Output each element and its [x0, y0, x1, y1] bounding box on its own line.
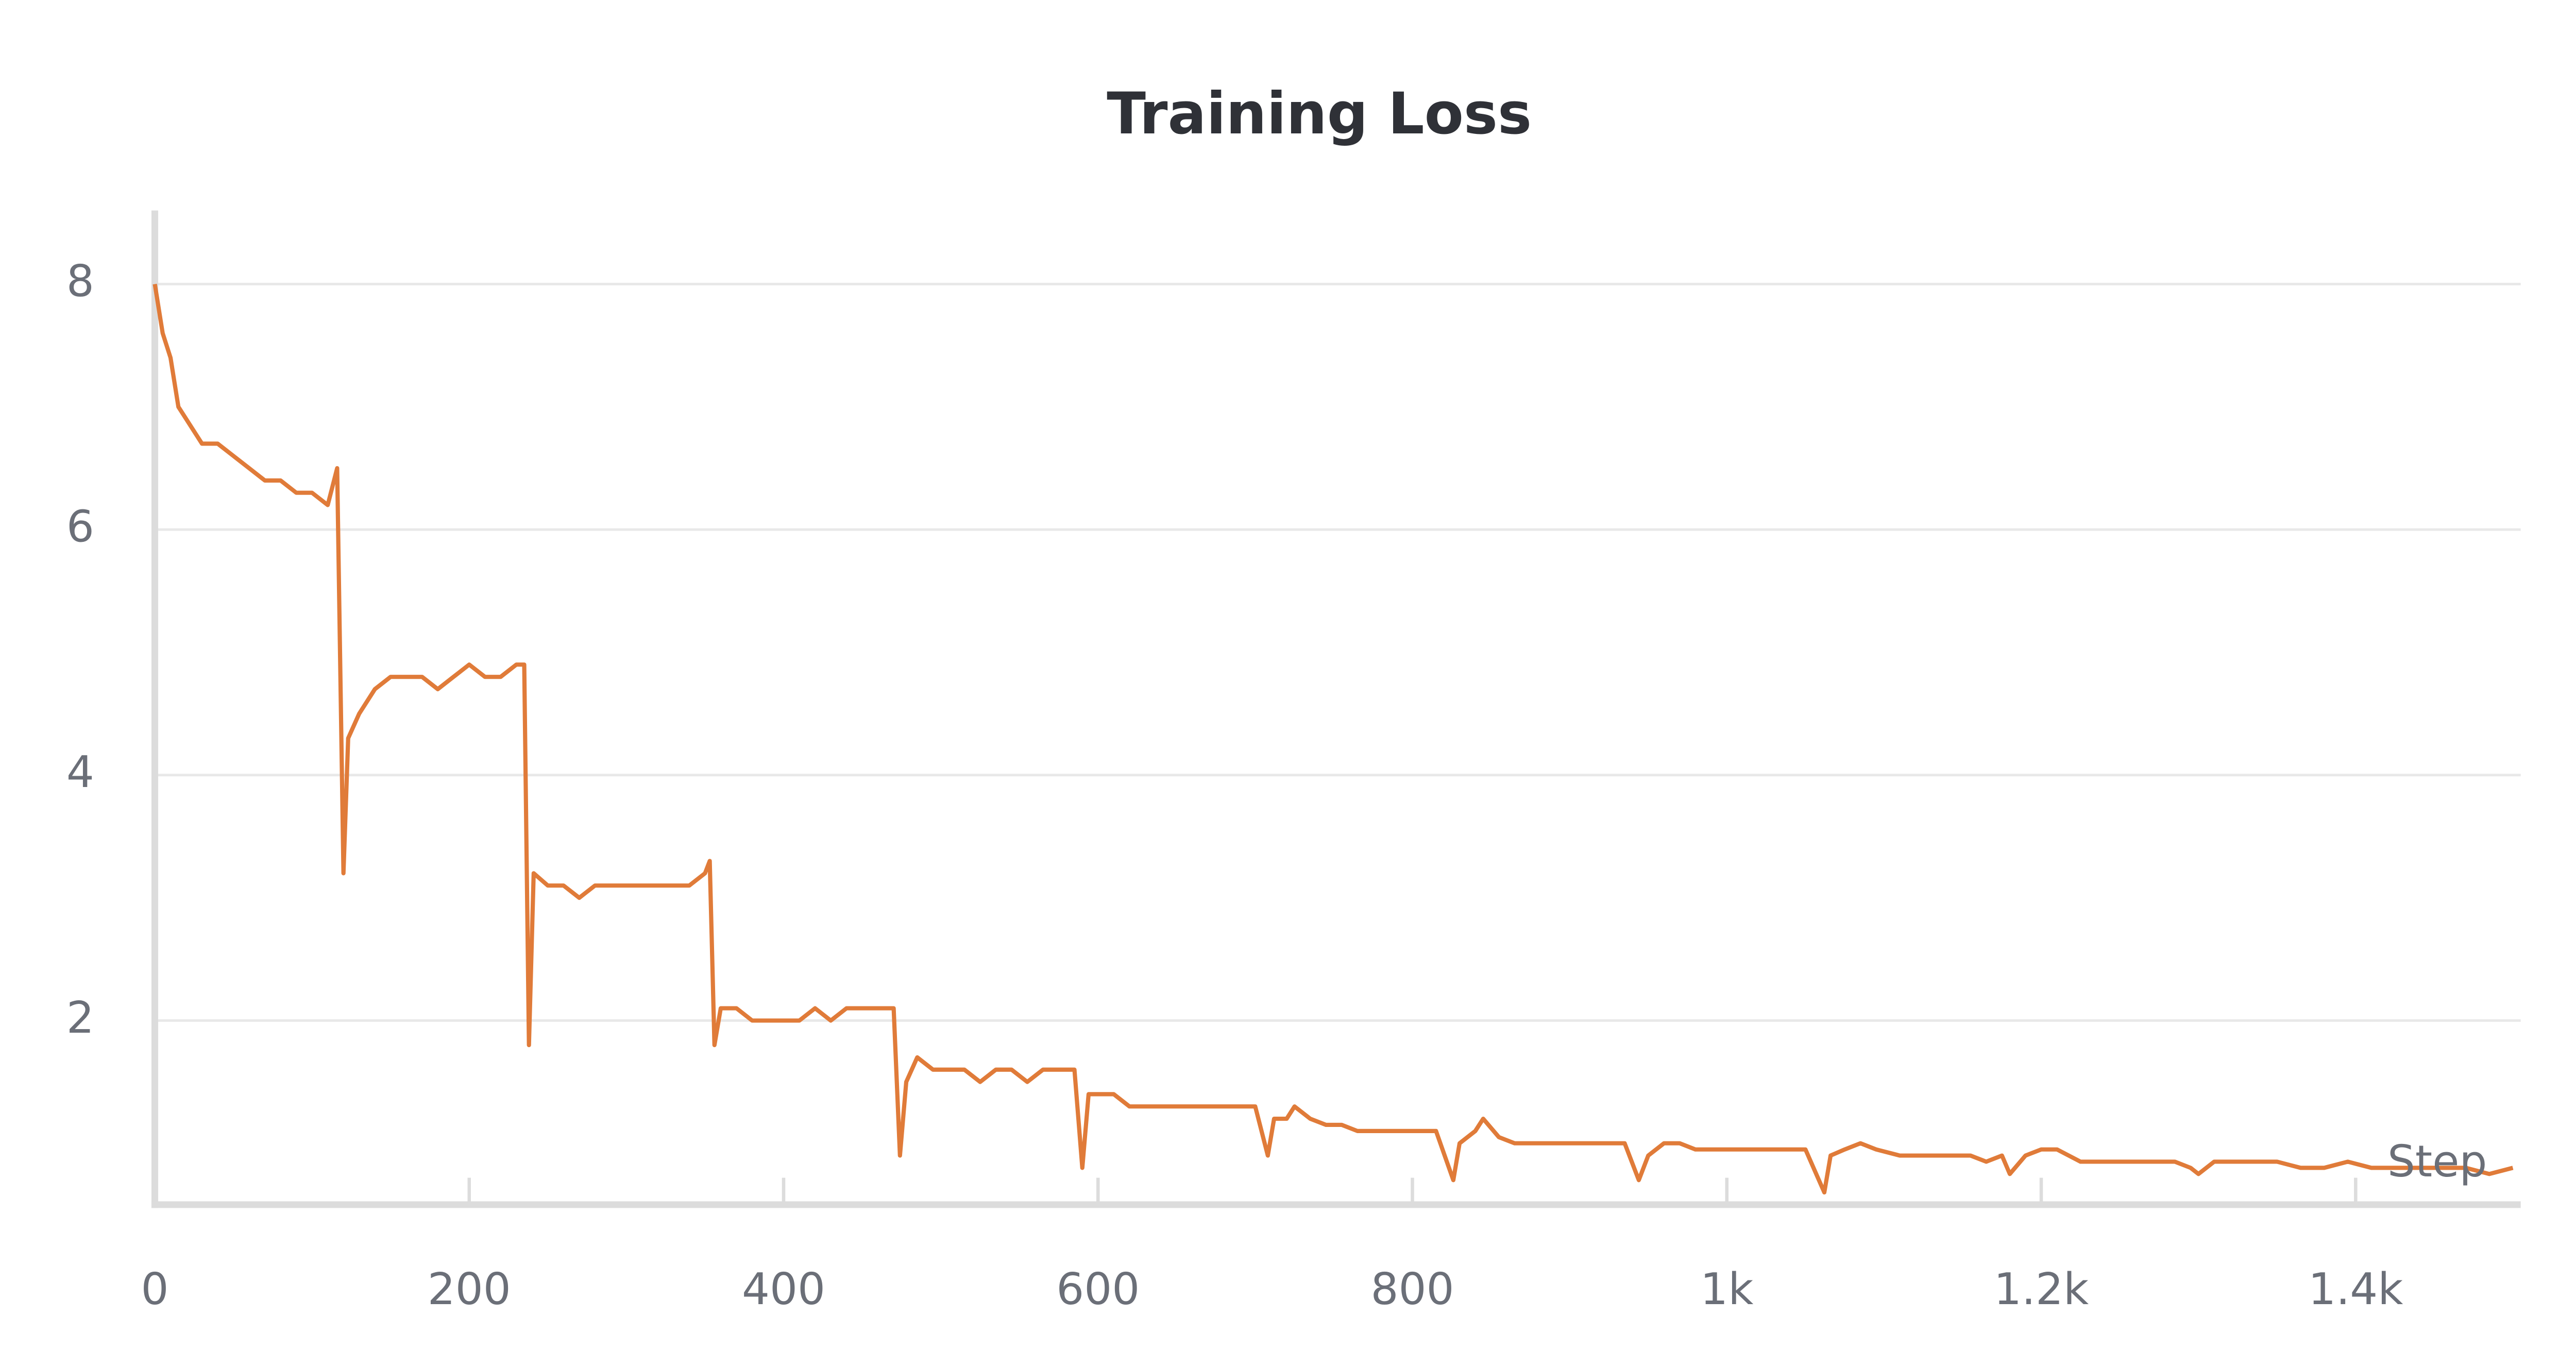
y-tick-label: 8 [66, 256, 94, 307]
chart-title: Training Loss [1107, 81, 1532, 147]
x-tick-label: 800 [1370, 1264, 1454, 1315]
x-tick-label: 200 [428, 1264, 511, 1315]
x-tick-label: 0 [141, 1264, 168, 1315]
x-tick-label: 1k [1700, 1264, 1753, 1315]
y-tick-label: 2 [66, 993, 94, 1044]
y-tick-label: 4 [66, 747, 94, 798]
x-tick-label: 400 [742, 1264, 825, 1315]
loss-line [152, 283, 2514, 1195]
x-axis-label: Step [2387, 1136, 2487, 1187]
x-tick-label: 1.4k [2308, 1264, 2403, 1315]
x-tick-label: 600 [1056, 1264, 1140, 1315]
y-tick-label: 6 [66, 502, 94, 553]
x-tick-label: 1.2k [1994, 1264, 2089, 1315]
